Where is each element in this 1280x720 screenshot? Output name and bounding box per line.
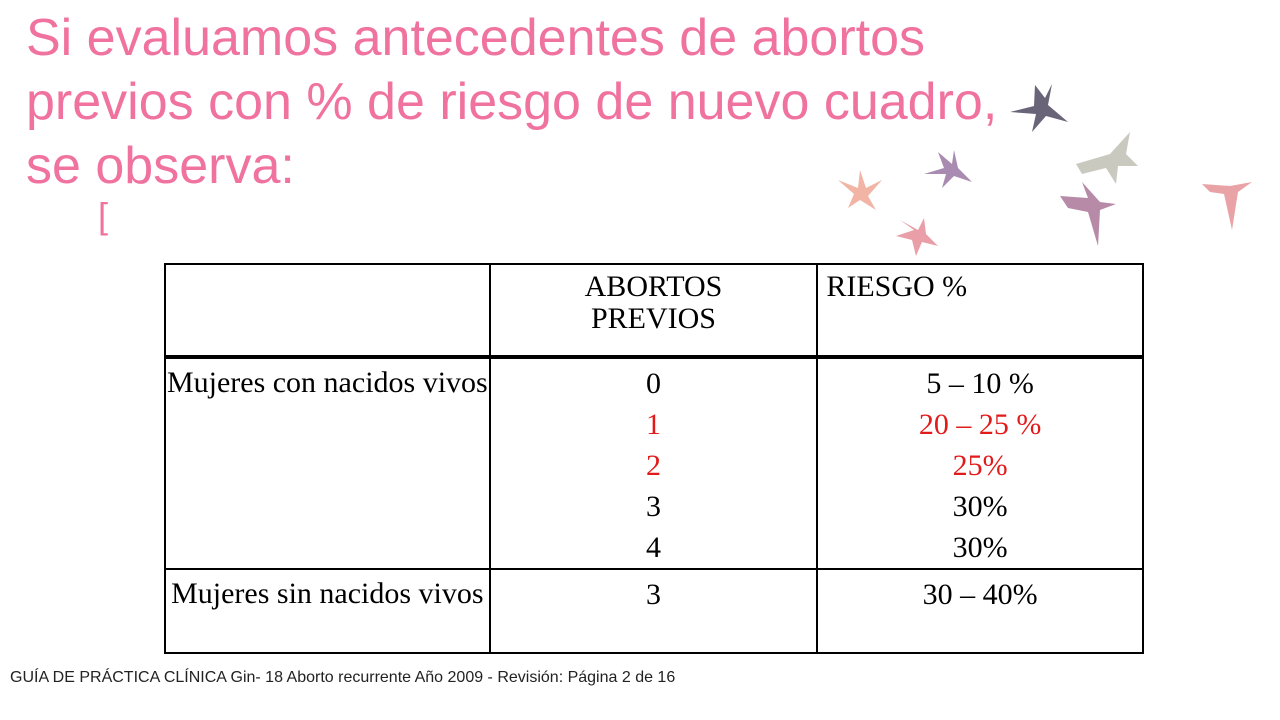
header-riesgo: RIESGO % bbox=[816, 263, 1144, 359]
footer-citation: GUÍA DE PRÁCTICA CLÍNICA Gin- 18 Aborto … bbox=[10, 669, 676, 686]
abortos-value: 3 bbox=[645, 578, 661, 611]
riesgo-value: 20 – 25 % bbox=[918, 408, 1042, 441]
header-empty-cell bbox=[164, 263, 491, 359]
riesgo-values: 5 – 10 % 20 – 25 % 25% 30% 30% bbox=[816, 356, 1144, 570]
abortos-value: 1 bbox=[645, 408, 661, 441]
abortion-risk-table: ABORTOS PREVIOS RIESGO % Mujeres con nac… bbox=[164, 263, 1144, 654]
table-header-row: ABORTOS PREVIOS RIESGO % bbox=[164, 263, 1144, 359]
header-abortos-line1: ABORTOS bbox=[584, 270, 723, 303]
bird-icon bbox=[1202, 182, 1252, 230]
table-row: Mujeres sin nacidos vivos 3 30 – 40% bbox=[164, 568, 1144, 654]
riesgo-value: 30% bbox=[952, 531, 1008, 564]
abortos-value: 4 bbox=[645, 531, 661, 564]
header-abortos-line2: PREVIOS bbox=[590, 302, 716, 335]
riesgo-value: 30% bbox=[952, 490, 1008, 523]
bird-icon bbox=[924, 150, 972, 188]
riesgo-value: 30 – 40% bbox=[922, 578, 1038, 611]
bird-icon bbox=[838, 170, 882, 210]
header-abortos-previos: ABORTOS PREVIOS bbox=[488, 263, 819, 359]
riesgo-values: 30 – 40% bbox=[816, 568, 1144, 654]
abortos-values: 0 1 2 3 4 bbox=[488, 356, 819, 570]
slide-title: Si evaluamos antecedentes de abortos pre… bbox=[26, 9, 998, 195]
bird-icon bbox=[896, 218, 938, 256]
riesgo-value: 25% bbox=[952, 449, 1008, 482]
group-label-sin-nacidos: Mujeres sin nacidos vivos bbox=[164, 568, 491, 654]
riesgo-value: 5 – 10 % bbox=[926, 367, 1034, 400]
abortos-values: 3 bbox=[488, 568, 819, 654]
bird-icon bbox=[1076, 132, 1138, 184]
bird-icon bbox=[1060, 182, 1116, 246]
abortos-value: 3 bbox=[645, 490, 661, 523]
abortos-value: 2 bbox=[645, 449, 661, 482]
bracket-mark: [ bbox=[98, 195, 109, 236]
bird-icon bbox=[1010, 84, 1068, 132]
group-label-con-nacidos: Mujeres con nacidos vivos bbox=[164, 356, 491, 570]
abortos-value: 0 bbox=[645, 367, 661, 400]
birds-flock-icon bbox=[838, 84, 1252, 256]
table-row: Mujeres con nacidos vivos 0 1 2 3 4 5 – … bbox=[164, 356, 1144, 570]
